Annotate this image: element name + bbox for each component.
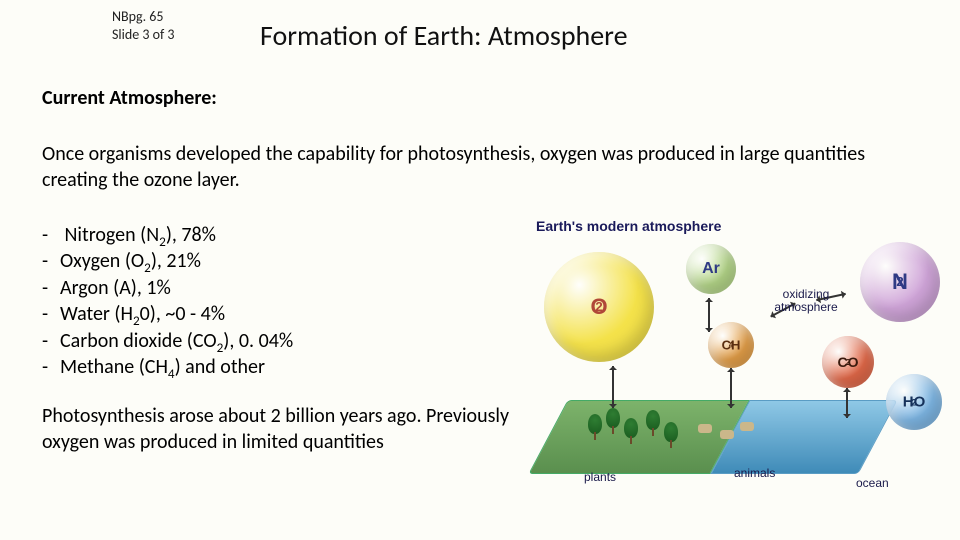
bullet-dash: - [42,248,60,274]
bullet-dash: - [42,328,60,354]
diagram-title: Earth's modern atmosphere [536,218,721,234]
h2o-sphere: H2O [886,374,942,430]
gas-text: Oxygen (O [60,249,144,273]
list-item: -Methane (CH4) and other [42,354,293,380]
atmosphere-diagram: Earth's modern atmosphere oxidizingatmos… [530,218,950,498]
animal-icon [720,430,734,439]
sphere-formula: Ar [702,260,720,278]
tree-icon [588,414,602,434]
ch4-sphere: CH4 [708,322,754,368]
list-item: -Water (H20), ~0 - 4% [42,301,293,327]
animal-icon [698,424,712,433]
subscript: 2 [144,259,151,276]
arrow-icon [612,366,614,408]
subscript: 2 [133,312,140,329]
gas-text: ), 21% [151,249,201,273]
sphere-formula: O2 [590,294,607,320]
page-reference: NBpg. 65 Slide 3 of 3 [112,8,175,43]
section-heading: Current Atmosphere: [42,86,217,110]
intro-paragraph: Once organisms developed the capability … [42,142,912,193]
closing-paragraph: Photosynthesis arose about 2 billion yea… [42,404,562,455]
list-item: -Carbon dioxide (CO2), 0. 04% [42,328,293,354]
bullet-dash: - [42,301,60,327]
bullet-dash: - [42,354,60,380]
gas-text: Nitrogen (N [60,223,159,247]
co2-sphere: CO2 [822,336,874,388]
nb-page: NBpg. 65 [112,8,175,26]
slide-title: Formation of Earth: Atmosphere [260,18,628,53]
tree-icon [664,422,678,442]
arrow-icon [708,298,710,332]
gas-text: ) and other [175,355,265,379]
atmosphere-composition-list: - Nitrogen (N2), 78%-Oxygen (O2), 21%-Ar… [42,222,293,380]
arrow-icon [846,388,848,418]
bullet-dash: - [42,222,60,248]
ocean-label: ocean [856,476,889,490]
gas-text: ), 78% [166,223,216,247]
sphere-formula: N2 [892,269,908,295]
list-item: -Argon (A), 1% [42,275,293,301]
ground-plane [528,400,897,474]
plants-label: plants [584,470,616,484]
sphere-formula: H2O [903,394,926,411]
gas-text: Water (H [60,302,133,326]
bullet-dash: - [42,275,60,301]
list-item: -Oxygen (O2), 21% [42,248,293,274]
gas-text: ), 0. 04% [223,329,293,353]
subscript: 4 [168,365,175,382]
gas-text: Methane (CH [60,355,168,379]
sphere-formula: CH4 [722,338,741,353]
ar-sphere: Ar [686,244,736,294]
n2-sphere: N2 [860,242,940,322]
slide-number: Slide 3 of 3 [112,26,175,44]
gas-text: 0), ~0 - 4% [140,302,225,326]
gas-text: Argon (A), 1% [60,276,171,300]
gas-text: Carbon dioxide (CO [60,329,217,353]
arrow-icon [730,368,732,408]
sphere-formula: CO2 [838,354,859,370]
o2-sphere: O2 [544,252,654,362]
list-item: - Nitrogen (N2), 78% [42,222,293,248]
tree-icon [646,410,660,430]
oxidizing-label: oxidizingatmosphere [766,288,846,314]
tree-icon [624,418,638,438]
animal-icon [740,422,754,431]
animals-label: animals [734,466,775,480]
